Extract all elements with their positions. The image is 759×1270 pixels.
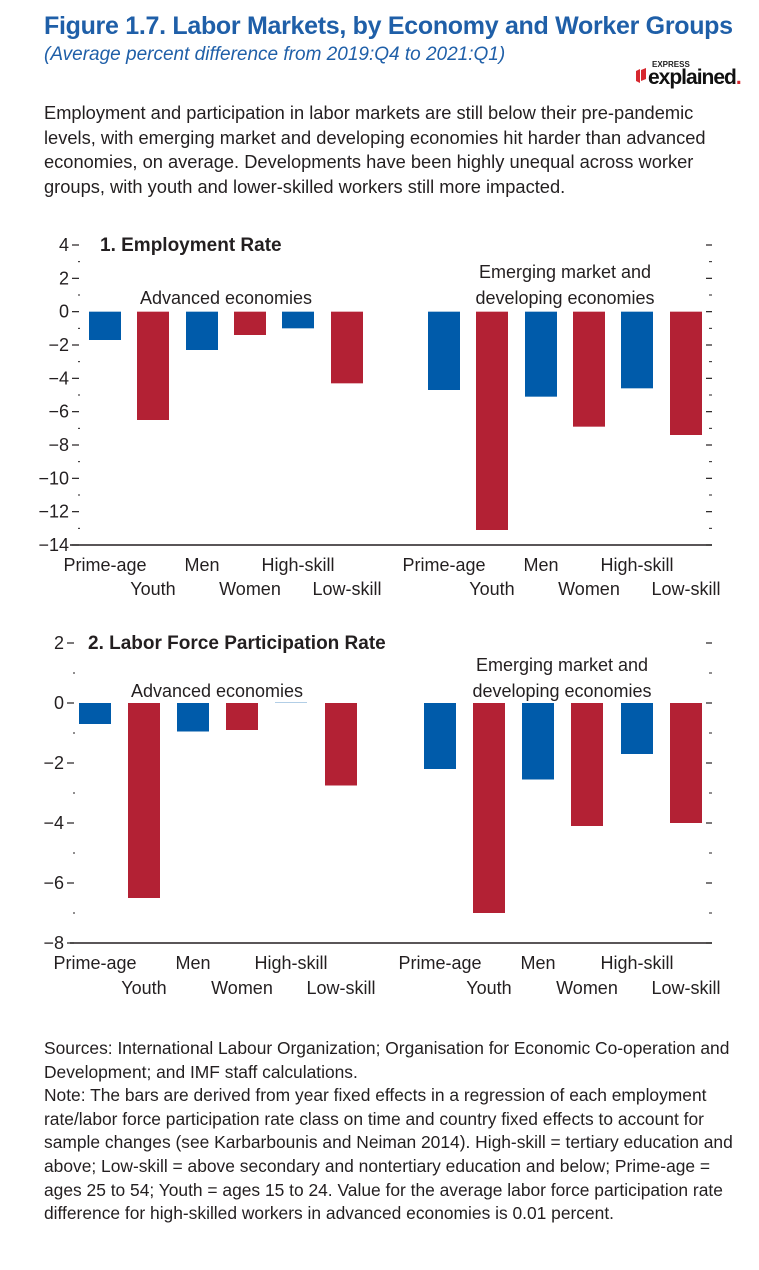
chart1-bar-youth	[137, 311, 169, 420]
chart1-ytick-label: 2	[59, 268, 69, 288]
chart1-bar-women	[234, 311, 266, 335]
chart2-group-label: Advanced economies	[131, 681, 303, 701]
chart1-bar-youth	[476, 311, 508, 530]
logo-main-text: explained.	[648, 66, 742, 89]
chart1-bar-low-skill	[331, 311, 363, 384]
note-text: Note: The bars are derived from year fix…	[44, 1085, 733, 1224]
chart2-category-label: Women	[211, 978, 273, 998]
chart2-category-label: Low-skill	[306, 978, 375, 998]
chart1-category-label: Women	[219, 579, 281, 599]
chart1-bar-high-skill	[621, 311, 653, 389]
chart2-ytick-label: −8	[43, 933, 64, 953]
chart1-ytick-label: −2	[48, 335, 69, 355]
chart1-ytick-label: −4	[48, 368, 69, 388]
chart2-bar-youth	[128, 703, 160, 898]
chart1-ytick-label: −12	[38, 502, 69, 522]
chart2-category-label: Women	[556, 978, 618, 998]
chart2-bar-men	[522, 703, 554, 780]
chart2-bar-prime-age	[424, 703, 456, 769]
intro-paragraph: Employment and participation in labor ma…	[44, 102, 706, 197]
chart2-bar-low-skill	[670, 703, 702, 823]
chart2-ytick-label: 0	[54, 693, 64, 713]
chart2-ytick-label: −2	[43, 753, 64, 773]
labor-market-charts: 1. Employment Rate 4 2 0 −2 −4 −6 −8 −10 −12 −14 Ad…	[38, 235, 720, 998]
chart2-category-label: Prime-age	[398, 953, 481, 973]
chart1-category-label: Low-skill	[651, 579, 720, 599]
figure-subtitle: (Average percent difference from 2019:Q4…	[44, 44, 506, 65]
chart1-ytick-label: 4	[59, 235, 69, 255]
chart1-group-label: Advanced economies	[140, 288, 312, 308]
chart1-bar-men	[525, 311, 557, 397]
chart2-category-label: Men	[520, 953, 555, 973]
chart1-category-label: Men	[523, 555, 558, 575]
chart2-bar-prime-age	[79, 703, 111, 724]
chart1-category-label: Low-skill	[312, 579, 381, 599]
chart1-ytick-label: −10	[38, 468, 69, 488]
chart2-category-label: Youth	[121, 978, 166, 998]
chart2-category-label: High-skill	[254, 953, 327, 973]
sources-text: Sources: International Labour Organizati…	[44, 1038, 730, 1082]
figure-title: Figure 1.7. Labor Markets, by Economy an…	[44, 12, 733, 40]
chart2-title: 2. Labor Force Participation Rate	[88, 633, 386, 654]
chart2-category-label: Youth	[466, 978, 511, 998]
chart1-ytick-label: 0	[59, 302, 69, 322]
chart2-category-label: High-skill	[600, 953, 673, 973]
chart2-bar-women	[571, 703, 603, 826]
chart2-bar-low-skill	[325, 703, 357, 786]
chart1-bar-women	[573, 311, 605, 427]
chart2-bar-women	[226, 703, 258, 730]
chart1-bar-men	[186, 311, 218, 350]
chart1-category-label: Prime-age	[63, 555, 146, 575]
logo-top-text: EXPRESS	[652, 60, 690, 69]
chart2-bar-high-skill	[621, 703, 653, 754]
chart2-group-label: Emerging market and	[476, 655, 648, 675]
chart2-category-label: Men	[175, 953, 210, 973]
chart1-bar-high-skill	[282, 311, 314, 329]
chart1-bar-prime-age	[428, 311, 460, 390]
chart1-category-label: Prime-age	[402, 555, 485, 575]
chart1-category-label: High-skill	[600, 555, 673, 575]
chart1-group-label: Emerging market and	[479, 262, 651, 282]
chart1-category-label: Men	[184, 555, 219, 575]
notes-section: Sources: International Labour Organizati…	[44, 1037, 744, 1226]
chart2-group-label: developing economies	[472, 681, 651, 701]
chart1-category-label: High-skill	[261, 555, 334, 575]
chart1-category-label: Women	[558, 579, 620, 599]
chart2-category-label: Prime-age	[53, 953, 136, 973]
express-explained-logo: EXPRESS explained.	[634, 60, 752, 90]
chart1-ytick-label: −14	[38, 535, 69, 555]
chart1-ytick-label: −6	[48, 402, 69, 422]
logo-mark-icon	[636, 68, 646, 83]
chart2-ytick-label: 2	[54, 633, 64, 653]
chart1-title: 1. Employment Rate	[100, 235, 282, 256]
chart2-ytick-label: −6	[43, 873, 64, 893]
chart1-category-label: Youth	[130, 579, 175, 599]
chart1-bar-prime-age	[89, 311, 121, 340]
chart2-bar-youth	[473, 703, 505, 913]
chart2-ytick-label: −4	[43, 813, 64, 833]
chart2-category-label: Low-skill	[651, 978, 720, 998]
chart1-bar-low-skill	[670, 311, 702, 435]
chart1-group-label: developing economies	[475, 288, 654, 308]
chart2-bar-men	[177, 703, 209, 732]
chart1-category-label: Youth	[469, 579, 514, 599]
chart1-ytick-label: −8	[48, 435, 69, 455]
